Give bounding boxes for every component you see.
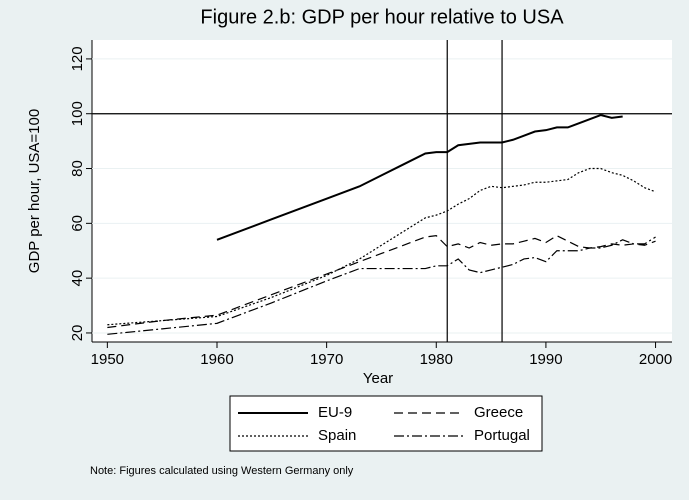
series-line — [107, 234, 656, 329]
x-tick-label: 1970 — [310, 351, 343, 368]
series-line — [107, 167, 656, 326]
legend-label: Greece — [474, 404, 523, 421]
chart-title: Figure 2.b: GDP per hour relative to USA — [200, 6, 564, 28]
legend-label: Spain — [318, 427, 356, 444]
y-tick-label: 120 — [69, 46, 86, 71]
series-line — [107, 236, 656, 335]
y-tick-label: 40 — [69, 270, 86, 287]
plot-area — [92, 40, 672, 342]
x-tick-label: 2000 — [639, 351, 672, 368]
y-tick-label: 100 — [69, 101, 86, 126]
y-tick-label: 20 — [69, 325, 86, 342]
y-tick-label: 60 — [69, 215, 86, 232]
legend-label: EU-9 — [318, 404, 352, 421]
x-tick-label: 1960 — [200, 351, 233, 368]
note: Note: Figures calculated using Western G… — [90, 465, 354, 477]
y-axis-label: GDP per hour, USA=100 — [26, 109, 43, 273]
legend-label: Portugal — [474, 427, 530, 444]
legend-box — [229, 395, 543, 452]
x-axis-label: Year — [363, 370, 393, 387]
y-tick-label: 80 — [69, 160, 86, 177]
x-tick-label: 1980 — [420, 351, 453, 368]
series-line — [216, 114, 623, 241]
x-tick-label: 1950 — [91, 351, 124, 368]
x-tick-label: 1990 — [529, 351, 562, 368]
